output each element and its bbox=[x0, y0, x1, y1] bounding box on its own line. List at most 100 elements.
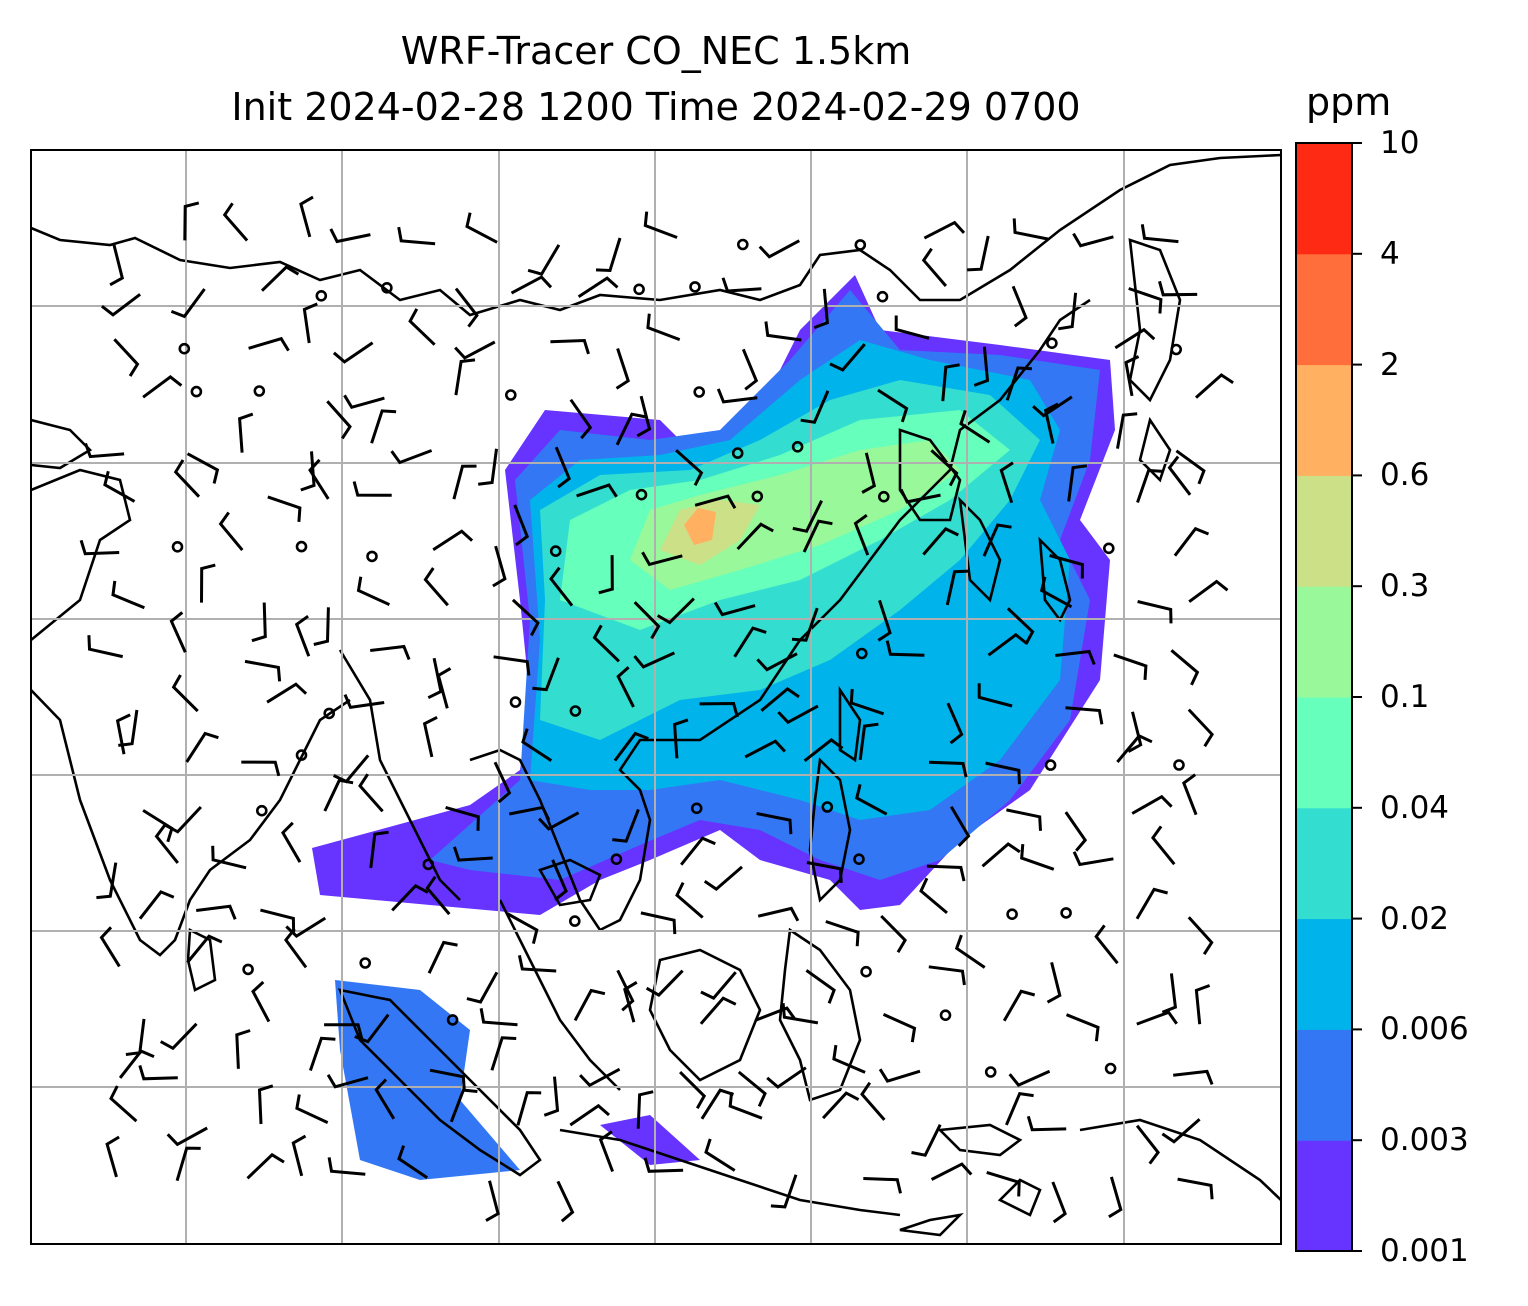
wind-barb bbox=[329, 228, 371, 244]
wind-barb bbox=[928, 760, 968, 778]
map-plot-area bbox=[31, 150, 1281, 1244]
calm-wind-marker bbox=[854, 239, 867, 251]
wind-barb bbox=[186, 934, 223, 964]
wind-barb bbox=[1020, 843, 1055, 871]
calm-wind-marker bbox=[693, 386, 706, 398]
wind-barb bbox=[358, 773, 384, 813]
calm-wind-marker bbox=[171, 540, 184, 553]
wind-barb bbox=[549, 566, 574, 607]
wind-barb bbox=[1049, 554, 1084, 579]
map-gridlines bbox=[31, 150, 1281, 1244]
wind-barb bbox=[1064, 811, 1088, 852]
wind-barb bbox=[1188, 579, 1229, 603]
wind-barb bbox=[169, 611, 187, 653]
wind-barb bbox=[391, 883, 429, 912]
calm-wind-marker bbox=[821, 801, 834, 813]
wind-barb bbox=[1051, 1181, 1067, 1224]
wind-barb bbox=[987, 632, 1028, 657]
calm-wind-marker bbox=[853, 853, 865, 866]
wind-barb bbox=[595, 237, 622, 273]
wind-barb bbox=[756, 812, 793, 835]
wind-barb bbox=[479, 1008, 518, 1027]
wind-barb bbox=[733, 626, 767, 658]
wind-barb bbox=[919, 877, 948, 915]
wind-barb bbox=[517, 954, 557, 973]
wind-barb bbox=[656, 597, 695, 625]
wind-barb bbox=[1187, 708, 1214, 748]
wind-barb bbox=[757, 906, 800, 922]
wind-barb bbox=[1005, 1091, 1034, 1126]
wind-barb bbox=[87, 635, 124, 659]
wind-barb bbox=[1032, 395, 1073, 418]
colorbar-tick-label: 0.6 bbox=[1380, 457, 1430, 494]
wind-barb bbox=[986, 1170, 1021, 1197]
colorbar-tick-label: 4 bbox=[1380, 235, 1400, 272]
calm-wind-marker bbox=[635, 488, 648, 501]
calm-wind-marker bbox=[855, 647, 868, 660]
calm-wind-marker bbox=[242, 963, 254, 976]
wind-barb bbox=[550, 338, 590, 355]
wind-barb bbox=[1135, 1124, 1160, 1165]
wind-barb bbox=[760, 687, 800, 712]
wind-barb bbox=[716, 388, 758, 404]
wind-barb bbox=[159, 1022, 198, 1051]
wind-barb bbox=[1158, 280, 1198, 297]
wind-barb bbox=[633, 651, 676, 669]
wind-barb bbox=[636, 395, 652, 438]
wind-barb bbox=[244, 659, 282, 682]
wind-barb bbox=[285, 916, 327, 938]
wind-barb bbox=[308, 1036, 336, 1071]
wind-barb bbox=[556, 1180, 575, 1223]
wind-barb bbox=[973, 346, 990, 387]
wind-barb bbox=[291, 1134, 307, 1177]
wind-barb bbox=[1116, 412, 1138, 449]
colorbar-block bbox=[1296, 1029, 1352, 1141]
wind-barb bbox=[911, 1124, 942, 1157]
calm-wind-marker bbox=[736, 238, 749, 251]
wind-barb bbox=[825, 920, 860, 947]
wind-barb bbox=[370, 409, 397, 444]
wind-barb bbox=[1011, 285, 1028, 328]
colorbar-unit: ppm bbox=[1306, 80, 1392, 124]
wind-barb bbox=[802, 519, 833, 553]
calm-wind-marker bbox=[939, 1009, 952, 1022]
wind-barb bbox=[109, 244, 125, 287]
wind-barb bbox=[675, 881, 704, 919]
colorbar-tick-label: 10 bbox=[1380, 125, 1420, 161]
wind-barb bbox=[246, 1152, 285, 1180]
wind-barb bbox=[849, 688, 885, 716]
wind-barb bbox=[352, 481, 392, 497]
map-frame bbox=[30, 149, 1282, 1245]
wind-barb bbox=[449, 1088, 478, 1123]
calm-wind-marker bbox=[1044, 759, 1057, 771]
wind-barb bbox=[369, 830, 389, 869]
wind-barb bbox=[616, 666, 635, 708]
colorbar-block bbox=[1296, 697, 1352, 809]
wind-barb bbox=[251, 602, 267, 643]
wind-barb bbox=[899, 488, 941, 504]
wind-barb bbox=[1012, 218, 1049, 241]
calm-wind-marker bbox=[253, 385, 266, 397]
calm-wind-marker bbox=[984, 1066, 997, 1078]
wind-barb bbox=[829, 343, 866, 372]
wind-barb bbox=[1128, 287, 1163, 314]
wind-barb bbox=[183, 201, 200, 241]
wind-barb bbox=[175, 1146, 201, 1182]
wind-barb bbox=[452, 464, 477, 500]
wind-barb bbox=[324, 1023, 364, 1039]
calm-wind-marker bbox=[509, 696, 522, 708]
wind-barb bbox=[118, 1049, 155, 1079]
wind-barb bbox=[758, 239, 801, 259]
wind-barb bbox=[1175, 449, 1206, 485]
wind-barb bbox=[397, 226, 436, 246]
wind-barb bbox=[532, 657, 560, 692]
wind-barb bbox=[792, 500, 823, 533]
wind-barb bbox=[343, 394, 385, 410]
wind-barb bbox=[1173, 1069, 1214, 1085]
wind-barb bbox=[436, 667, 452, 709]
calm-wind-marker bbox=[731, 447, 744, 459]
calm-wind-marker bbox=[689, 281, 701, 293]
wind-barb bbox=[374, 1078, 396, 1120]
wind-barb bbox=[397, 1145, 429, 1180]
wind-barb bbox=[1195, 373, 1234, 399]
